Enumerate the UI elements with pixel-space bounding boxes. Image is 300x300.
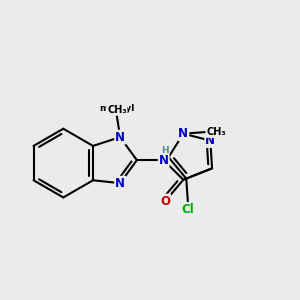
Text: methyl: methyl — [117, 106, 122, 108]
Text: O: O — [160, 194, 170, 208]
Text: N: N — [178, 127, 188, 140]
Text: CH₃: CH₃ — [107, 105, 127, 115]
Text: Cl: Cl — [182, 203, 194, 216]
Text: H: H — [161, 146, 169, 155]
Text: N: N — [205, 134, 215, 147]
Text: N: N — [159, 154, 169, 166]
Text: N: N — [115, 177, 125, 190]
Text: N: N — [115, 130, 125, 144]
Text: methyl: methyl — [99, 104, 134, 113]
Text: CH₃: CH₃ — [206, 127, 226, 137]
